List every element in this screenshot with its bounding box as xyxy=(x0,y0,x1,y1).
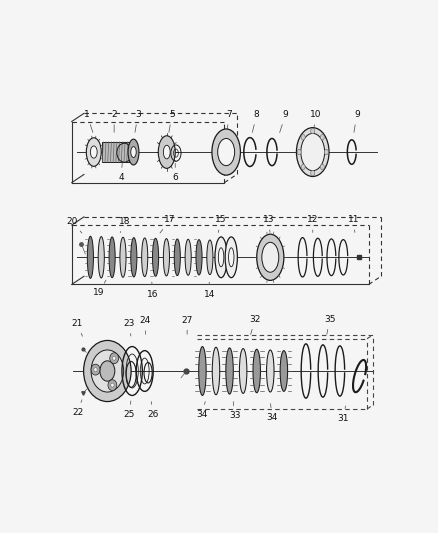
Ellipse shape xyxy=(212,347,220,395)
Text: 20: 20 xyxy=(67,217,82,233)
Text: 10: 10 xyxy=(311,110,322,132)
Ellipse shape xyxy=(219,248,224,267)
Text: 31: 31 xyxy=(338,406,349,423)
Text: 19: 19 xyxy=(93,280,106,297)
Ellipse shape xyxy=(320,134,325,140)
Text: 1: 1 xyxy=(84,110,93,132)
Ellipse shape xyxy=(324,149,328,155)
Text: 34: 34 xyxy=(197,401,208,419)
Ellipse shape xyxy=(262,243,279,272)
Ellipse shape xyxy=(120,237,126,277)
Text: 9: 9 xyxy=(354,110,360,132)
Ellipse shape xyxy=(311,171,315,176)
Ellipse shape xyxy=(196,240,202,275)
Ellipse shape xyxy=(128,139,139,165)
Ellipse shape xyxy=(212,129,240,175)
Text: 11: 11 xyxy=(348,215,359,232)
Text: 32: 32 xyxy=(249,315,261,334)
Text: 18: 18 xyxy=(119,217,130,232)
Ellipse shape xyxy=(131,147,136,157)
Text: 22: 22 xyxy=(72,400,84,417)
Text: 16: 16 xyxy=(148,282,159,299)
Text: 17: 17 xyxy=(160,215,176,233)
Ellipse shape xyxy=(301,164,305,169)
Ellipse shape xyxy=(257,234,284,280)
Text: 27: 27 xyxy=(181,316,193,334)
Ellipse shape xyxy=(100,361,115,381)
Ellipse shape xyxy=(240,349,247,393)
Ellipse shape xyxy=(297,127,329,176)
Ellipse shape xyxy=(229,248,234,267)
Text: 23: 23 xyxy=(124,319,135,336)
Ellipse shape xyxy=(87,236,93,278)
Text: 9: 9 xyxy=(280,110,289,132)
Ellipse shape xyxy=(297,149,301,155)
Ellipse shape xyxy=(91,350,124,392)
Ellipse shape xyxy=(131,238,137,277)
Ellipse shape xyxy=(91,364,100,375)
Ellipse shape xyxy=(163,146,170,159)
Text: 5: 5 xyxy=(169,110,175,132)
Ellipse shape xyxy=(320,164,325,169)
Ellipse shape xyxy=(84,341,131,401)
Text: 2: 2 xyxy=(111,110,117,132)
Text: 6: 6 xyxy=(173,163,178,182)
Ellipse shape xyxy=(215,237,227,278)
Ellipse shape xyxy=(199,346,206,395)
Text: 24: 24 xyxy=(139,316,150,334)
Ellipse shape xyxy=(94,368,97,372)
Ellipse shape xyxy=(218,139,235,166)
Text: 3: 3 xyxy=(135,110,141,132)
Ellipse shape xyxy=(113,356,116,360)
Ellipse shape xyxy=(185,239,191,275)
Text: 4: 4 xyxy=(118,161,124,182)
Ellipse shape xyxy=(141,238,148,277)
Text: 12: 12 xyxy=(307,215,318,232)
Text: 33: 33 xyxy=(229,401,240,421)
Text: 8: 8 xyxy=(252,110,260,132)
Ellipse shape xyxy=(267,350,274,392)
Ellipse shape xyxy=(163,239,170,276)
Text: 26: 26 xyxy=(148,401,159,419)
Ellipse shape xyxy=(86,138,101,166)
Ellipse shape xyxy=(109,237,115,278)
Ellipse shape xyxy=(110,353,119,364)
Text: 25: 25 xyxy=(124,401,135,419)
Ellipse shape xyxy=(111,383,114,387)
Polygon shape xyxy=(102,142,129,162)
Ellipse shape xyxy=(174,239,180,276)
Text: 21: 21 xyxy=(71,319,82,336)
Text: 7: 7 xyxy=(226,110,233,132)
Ellipse shape xyxy=(253,349,261,393)
Text: 34: 34 xyxy=(266,403,278,422)
Ellipse shape xyxy=(90,146,97,158)
Ellipse shape xyxy=(207,240,213,274)
Ellipse shape xyxy=(98,237,104,278)
Ellipse shape xyxy=(108,379,117,391)
Ellipse shape xyxy=(225,237,237,278)
Text: 15: 15 xyxy=(215,215,227,232)
Ellipse shape xyxy=(226,348,233,394)
Ellipse shape xyxy=(301,133,325,171)
Text: 14: 14 xyxy=(204,282,215,299)
Ellipse shape xyxy=(152,238,159,276)
Ellipse shape xyxy=(280,351,288,391)
Ellipse shape xyxy=(311,128,315,134)
Text: 35: 35 xyxy=(324,315,336,334)
Text: 13: 13 xyxy=(263,215,274,232)
Ellipse shape xyxy=(158,136,175,168)
Ellipse shape xyxy=(301,134,305,140)
